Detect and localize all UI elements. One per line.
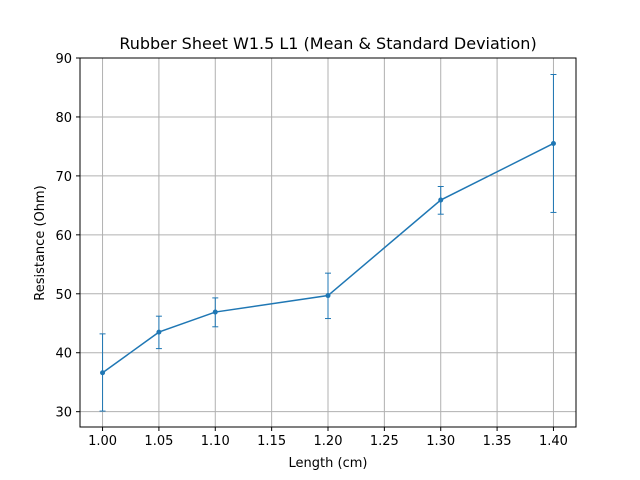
x-tick-label: 1.35 bbox=[483, 434, 512, 449]
series-line bbox=[102, 142, 554, 374]
x-axis: 1.00 1.05 1.10 1.15 1.20 1.25 1.30 1.35 1.40 bbox=[88, 427, 568, 449]
y-tick-label: 60 bbox=[55, 229, 72, 244]
x-tick-label: 1.00 bbox=[88, 434, 117, 449]
y-tick-label: 50 bbox=[55, 288, 72, 303]
grid bbox=[80, 57, 576, 427]
data-point bbox=[438, 197, 444, 203]
y-tick-label: 70 bbox=[55, 170, 72, 185]
y-tick-label: 40 bbox=[55, 347, 72, 362]
data-point bbox=[100, 370, 106, 376]
y-tick-label: 80 bbox=[55, 111, 72, 126]
chart-title: Rubber Sheet W1.5 L1 (Mean & Standard De… bbox=[119, 34, 536, 53]
x-tick-label: 1.30 bbox=[426, 434, 455, 449]
x-tick-label: 1.05 bbox=[144, 434, 173, 449]
data-point bbox=[550, 140, 556, 146]
plot-area bbox=[99, 74, 557, 412]
y-axis: 30 40 50 60 70 80 90 bbox=[55, 52, 80, 421]
x-tick-label: 1.20 bbox=[314, 434, 343, 449]
x-axis-label: Length (cm) bbox=[289, 456, 368, 471]
data-point bbox=[325, 293, 331, 299]
y-tick-label: 90 bbox=[55, 52, 72, 67]
x-tick-label: 1.25 bbox=[370, 434, 399, 449]
data-point bbox=[156, 329, 162, 335]
y-tick-label: 30 bbox=[55, 406, 72, 421]
x-tick-label: 1.15 bbox=[257, 434, 286, 449]
data-point bbox=[212, 309, 218, 315]
y-axis-label: Resistance (Ohm) bbox=[33, 185, 48, 300]
x-tick-label: 1.40 bbox=[539, 434, 568, 449]
x-tick-label: 1.10 bbox=[201, 434, 230, 449]
